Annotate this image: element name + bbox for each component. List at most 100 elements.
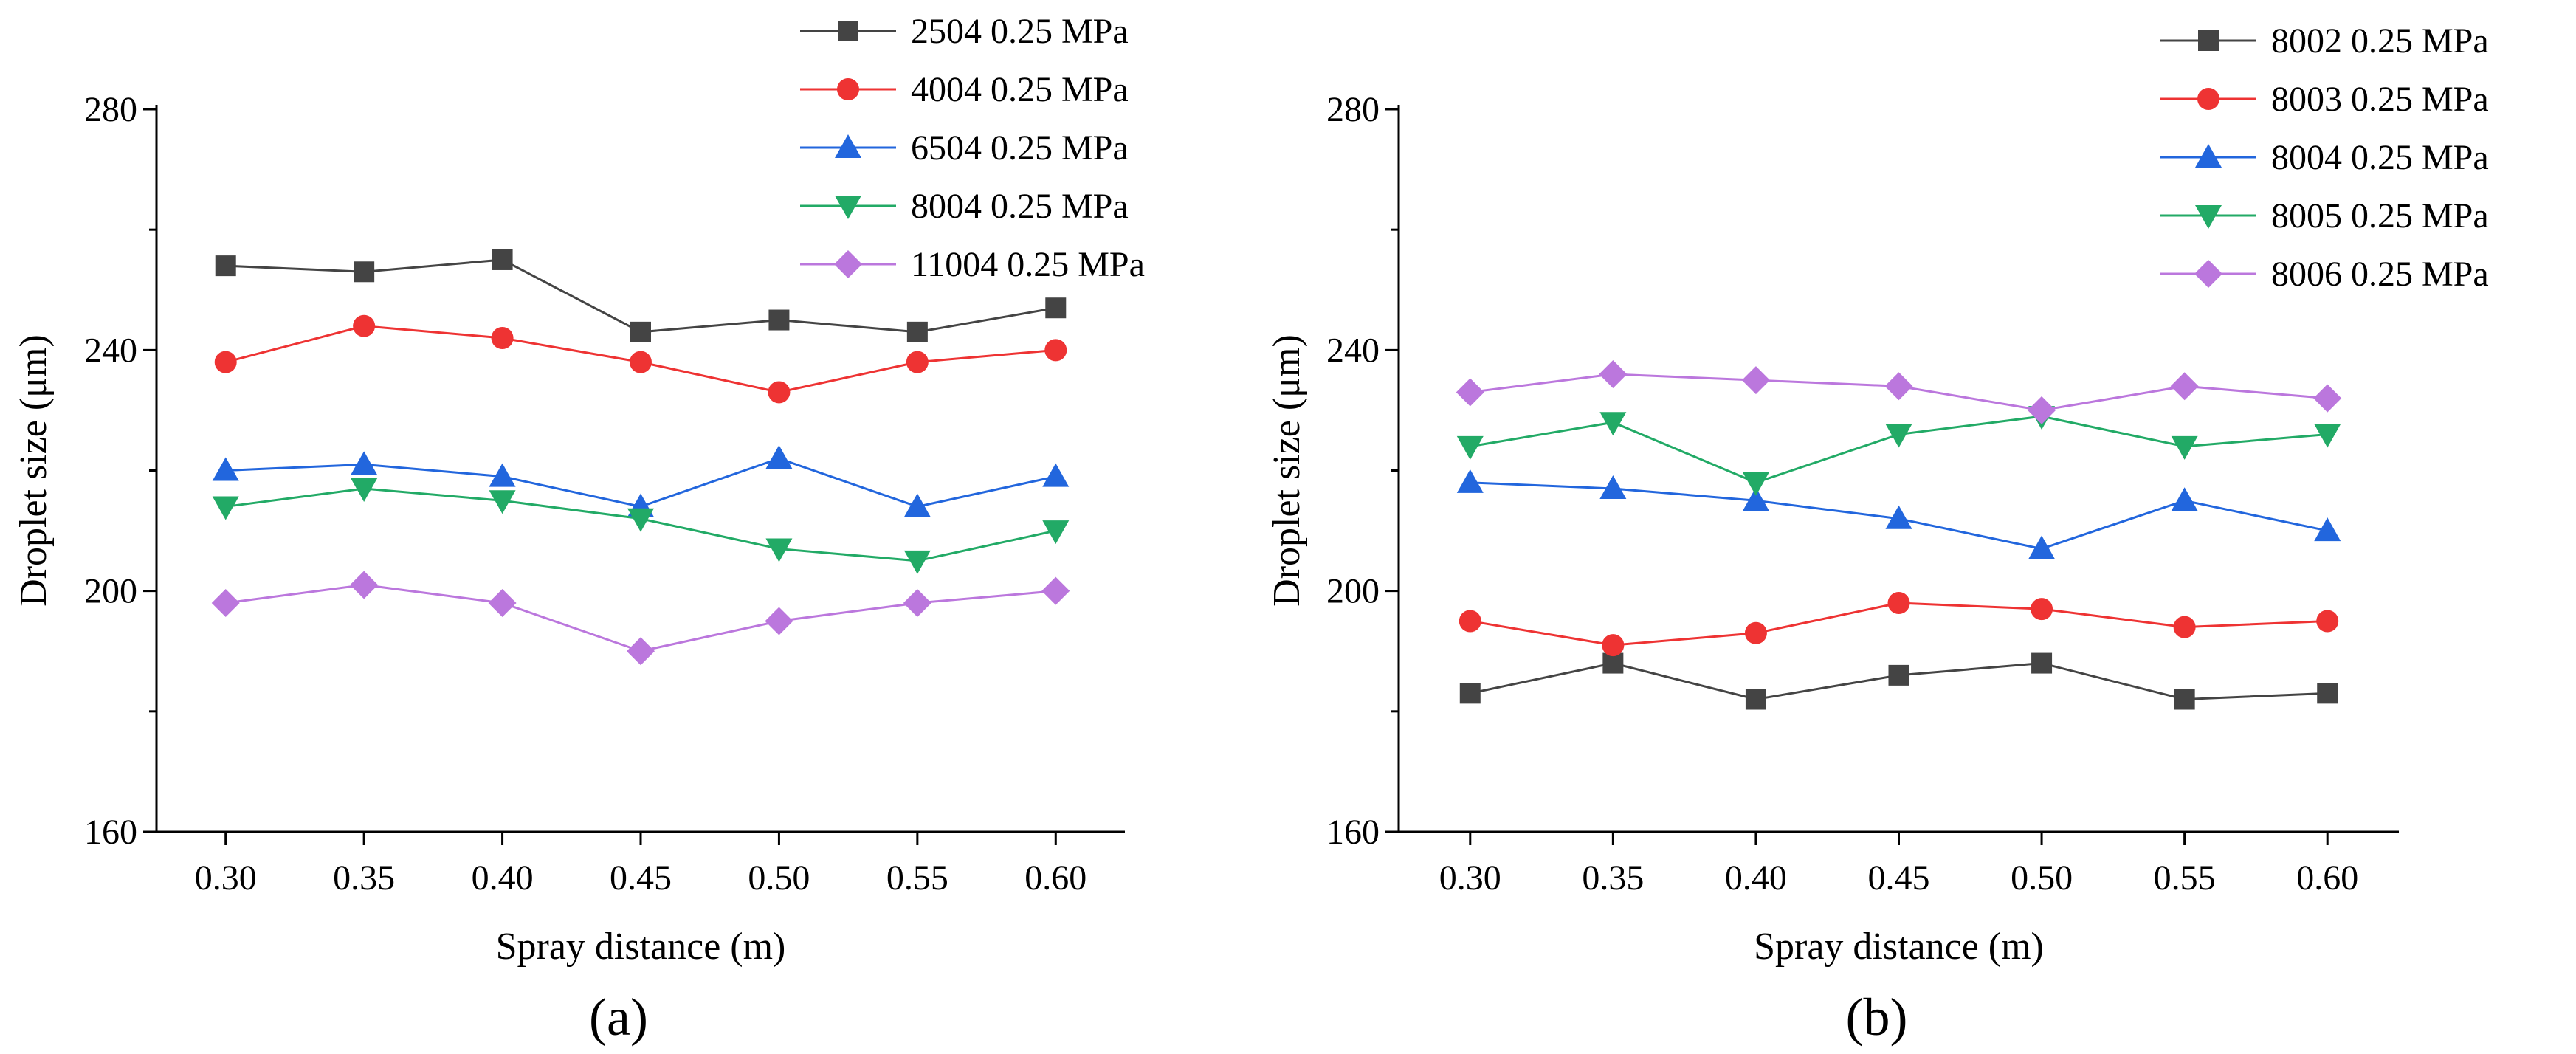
data-point [1602,634,1625,657]
x-tick-label: 0.60 [2296,858,2358,898]
x-tick-label: 0.55 [886,858,948,898]
data-point [353,314,376,337]
legend-marker [2195,205,2222,229]
data-point [906,321,928,342]
legend-label: 8002 0.25 MPa [2271,21,2489,61]
data-point [491,327,514,350]
data-point [489,490,516,514]
x-tick-label: 0.45 [610,858,672,898]
series-5 [211,571,1070,666]
data-point [1885,505,1912,529]
x-tick-label: 0.55 [2154,858,2216,898]
x-tick-label: 0.35 [1582,858,1644,898]
data-point [212,496,239,520]
data-point [1741,366,1770,395]
data-point [488,588,517,617]
y-tick-label: 200 [1326,572,1380,611]
data-point [2028,535,2056,559]
data-point [351,478,378,502]
data-point [2170,372,2199,401]
legend-label: 8005 0.25 MPa [2271,196,2489,235]
legend-label: 8004 0.25 MPa [2271,138,2489,177]
data-point [1885,424,1912,448]
data-point [630,351,652,373]
data-point [1045,297,1067,319]
data-point [1044,339,1067,362]
data-point [1599,475,1627,499]
data-point [2031,652,2053,674]
data-point [903,550,931,574]
series-4 [1456,406,2341,496]
data-point [211,588,240,617]
data-point [1742,472,1769,496]
data-point [1042,463,1070,487]
legend-marker [2198,30,2219,51]
data-point [765,538,793,562]
data-point [2028,396,2056,424]
y-tick-label: 240 [1326,331,1380,370]
x-axis-title: Spray distance (m) [496,926,786,968]
data-point [627,637,655,666]
x-tick-label: 0.30 [1439,858,1501,898]
x-tick-label: 0.35 [333,858,395,898]
data-point [903,493,931,517]
data-point [492,249,513,270]
data-point [214,351,237,373]
data-point [1745,689,1766,710]
legend-label: 4004 0.25 MPa [911,70,1129,109]
series-5 [1456,359,2342,424]
legend-marker [835,196,861,219]
data-point [2314,517,2341,542]
data-point [1456,469,1484,493]
y-tick-label: 280 [84,90,137,129]
data-point [2316,610,2339,633]
data-point [1602,652,1624,674]
legend-marker [838,21,858,41]
data-point [1456,435,1484,460]
x-axis-title: Spray distance (m) [1754,926,2044,968]
series-4 [212,478,1070,574]
chart-panel-a: 160 200 240 280 0.30 0.35 0.40 0.45 0.50 0.55 0.60… [13,12,1145,1047]
data-point [1887,591,1910,614]
data-point [906,351,929,373]
data-point [212,457,239,481]
legend-marker [835,134,861,158]
data-point [1884,372,1913,401]
legend-marker [2197,88,2219,110]
legend-label: 2504 0.25 MPa [911,12,1129,51]
legend: 8002 0.25 MPa 8003 0.25 MPa 8004 0.25 MPa 8… [2160,21,2489,294]
x-tick-label: 0.60 [1024,858,1086,898]
series-1 [215,249,1067,342]
data-point [630,321,651,342]
y-tick-label: 200 [84,572,137,611]
data-point [1742,487,1769,512]
series-2 [214,314,1067,404]
legend-label: 8003 0.25 MPa [2271,80,2489,119]
data-point [1744,621,1767,644]
data-point [2031,598,2053,621]
legend-marker [2195,144,2222,168]
x-tick-label: 0.50 [748,858,810,898]
chart-panel-b: 160 200 240 280 0.30 0.35 0.40 0.45 0.50 0.55 0.60… [1266,21,2489,1047]
data-point [2317,683,2338,704]
data-point [627,508,654,532]
data-point [765,445,793,469]
data-point [903,588,931,617]
data-point [351,451,378,475]
y-axis-title: Droplet size (μm) [13,334,55,607]
x-tick-label: 0.45 [1868,858,1930,898]
data-point [2174,689,2195,710]
data-point [765,607,793,636]
data-point [1888,664,1909,686]
legend-label: 6504 0.25 MPa [911,128,1129,168]
legend: 2504 0.25 MPa 4004 0.25 MPa 6504 0.25 MPa 8… [800,12,1145,284]
series-3 [212,445,1070,517]
series-3 [1456,469,2341,559]
legend-marker [834,250,862,278]
legend-label: 8006 0.25 MPa [2271,255,2489,294]
y-tick-label: 280 [1326,90,1380,129]
x-tick-label: 0.40 [1725,858,1787,898]
data-point [354,261,375,283]
data-point [1599,359,1628,388]
